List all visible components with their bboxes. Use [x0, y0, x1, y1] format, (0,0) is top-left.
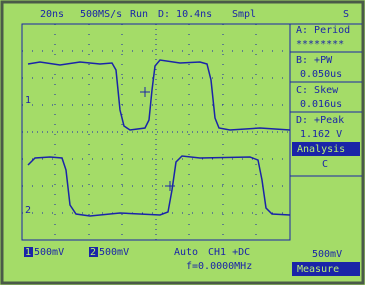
trigger-indicator: S	[343, 9, 349, 20]
ch2-icon-label: 2	[90, 247, 96, 258]
menu-button[interactable]: Measure	[297, 264, 339, 275]
timebase: 20ns	[40, 9, 64, 20]
measurement-value: 0.050us	[300, 69, 342, 80]
sample-rate: 500MS/s	[80, 9, 122, 20]
measurement-value: 1.162 V	[300, 129, 342, 140]
channel-marker: 1	[25, 95, 31, 106]
trigger-mode: Auto	[174, 247, 198, 258]
menu-button[interactable]: Analysis	[297, 144, 345, 155]
trigger-source: CH1 +DC	[208, 247, 250, 258]
scope-screen: 20ns 500MS/s Run D: 10.4ns Smpl S 1 2 A:…	[0, 0, 365, 285]
measurement-value: 0.016us	[300, 99, 342, 110]
acq-state: Run	[130, 9, 148, 20]
acq-mode: Smpl	[232, 9, 256, 20]
frequency: f=0.0000MHz	[186, 261, 252, 272]
measurement-label: C: Skew	[296, 85, 339, 96]
measurement-label: B: +PW	[296, 55, 333, 66]
ch1-icon-label: 1	[25, 247, 31, 258]
ch1-scale: 500mV	[34, 247, 64, 258]
ch2-scale: 500mV	[99, 247, 129, 258]
scale-readout: 500mV	[312, 249, 342, 260]
menu-option[interactable]: C	[322, 159, 328, 170]
measurement-label: A: Period	[296, 25, 350, 36]
measurement-value: ********	[296, 39, 344, 50]
measurement-label: D: +Peak	[296, 115, 344, 126]
delay: D: 10.4ns	[158, 9, 212, 20]
channel-marker: 2	[25, 205, 31, 216]
